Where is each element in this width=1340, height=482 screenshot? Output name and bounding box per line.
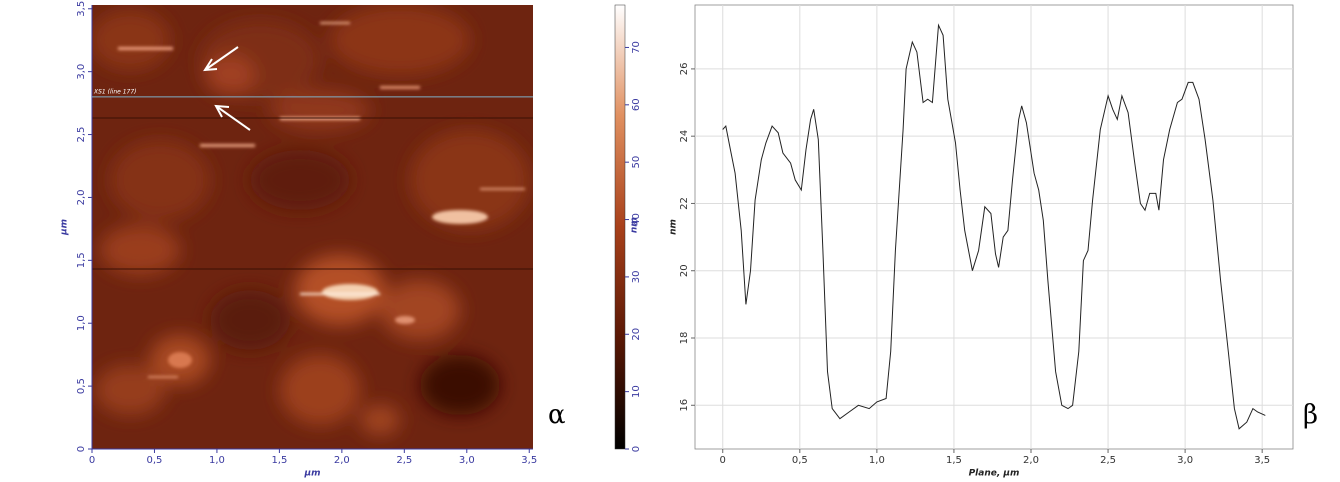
x-tick-label: 2,0 [334, 455, 350, 466]
y-tick-label: 2,0 [76, 189, 87, 205]
x-tick-label: 3,5 [1254, 455, 1270, 466]
colorbar-tick-label: 70 [631, 41, 642, 54]
x-axis-label: Plane, µm [969, 469, 1020, 479]
y-tick-label: 3,5 [76, 1, 87, 17]
x-tick-label: 1,0 [209, 455, 225, 466]
y-tick-label: 26 [679, 63, 690, 76]
panel-label: β [1303, 400, 1318, 430]
x-tick-label: 0,5 [147, 455, 163, 466]
x-tick-label: 0 [720, 455, 726, 466]
afm-axes: 0 0,5 1,0 1,5 2,0 2,5 3,0 3,5 0 0,5 1,0 1,5 2,0 2,5 3,… [60, 1, 643, 479]
colorbar-tick-label: 20 [631, 328, 642, 341]
y-tick-label: 16 [679, 399, 690, 412]
y-tick-label: 20 [679, 264, 690, 277]
x-axis-label: µm [303, 469, 320, 479]
x-tick-label: 3,0 [1177, 455, 1193, 466]
x-tick-label: 1,5 [946, 455, 962, 466]
x-tick-label: 3,5 [521, 455, 537, 466]
arrows [203, 46, 251, 131]
x-tick-label: 0,5 [792, 455, 808, 466]
colorbar-label: nm [630, 217, 640, 233]
colorbar-tick-label: 0 [631, 446, 642, 452]
y-axis-label: nm [669, 219, 679, 235]
y-tick-label: 1,0 [76, 315, 87, 331]
x-tick-label: 1,0 [869, 455, 885, 466]
annotation: XS1 (line 177) [93, 88, 137, 95]
y-tick-label: 3,0 [76, 64, 87, 80]
x-tick-label: 2,5 [396, 455, 412, 466]
afm-image [92, 5, 533, 449]
plot-frame [694, 4, 1294, 450]
x-tick-label: 1,5 [271, 455, 287, 466]
y-tick-label: 2,5 [76, 127, 87, 143]
x-tick-label: 3,0 [459, 455, 475, 466]
y-tick-label: 18 [679, 332, 690, 345]
colorbar-tick-label: 60 [631, 98, 642, 111]
x-tick-label: 0 [89, 455, 95, 466]
panel-label: α [548, 400, 566, 430]
profile-curve [722, 23, 1266, 430]
x-tick-label: 2,5 [1100, 455, 1116, 466]
y-tick-label: 1,5 [76, 252, 87, 268]
colorbar-tick-label: 30 [631, 271, 642, 284]
x-tick-label: 2,0 [1023, 455, 1039, 466]
colorbar [614, 4, 626, 450]
y-tick-label: 22 [679, 197, 690, 210]
colorbar-tick-label: 10 [631, 385, 642, 398]
colorbar-tick-label: 50 [631, 156, 642, 169]
y-tick-label: 0,5 [76, 378, 87, 394]
y-axis-label: µm [60, 219, 70, 236]
y-tick-label: 24 [679, 130, 690, 143]
colorbar-tick-label: 40 [631, 213, 642, 226]
y-tick-label: 0 [76, 446, 87, 452]
